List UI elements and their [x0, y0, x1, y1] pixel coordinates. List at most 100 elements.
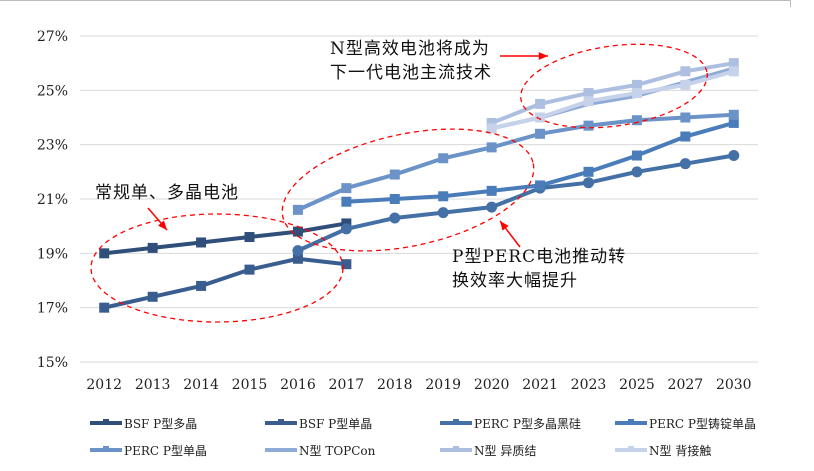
- legend-label: BSF P型多晶: [124, 417, 197, 431]
- data-point: [292, 226, 303, 237]
- data-point: [486, 201, 498, 213]
- data-point: [99, 302, 110, 313]
- data-point: [535, 128, 546, 139]
- data-point: [631, 79, 642, 90]
- legend-label: PERC P型铸锭单晶: [649, 416, 756, 431]
- legend-marker: [103, 419, 109, 425]
- data-point: [341, 259, 352, 270]
- data-point: [486, 117, 497, 128]
- legend-marker: [453, 446, 459, 452]
- data-point: [680, 112, 691, 123]
- data-point: [680, 79, 691, 90]
- x-tick-label: 2023: [571, 377, 607, 393]
- annotation-ellipse: [90, 213, 344, 323]
- y-tick-label: 19%: [37, 246, 68, 262]
- series-0: [99, 218, 352, 259]
- legend-label: PERC P型单晶: [124, 444, 207, 458]
- data-point: [244, 264, 255, 275]
- x-tick-label: 2014: [183, 377, 219, 393]
- annotation-text: N型高效电池将成为: [330, 39, 490, 59]
- annotation-ellipse: [281, 128, 535, 252]
- x-tick-label: 2027: [668, 377, 704, 393]
- data-point: [728, 117, 739, 128]
- series-line: [297, 112, 734, 212]
- legend-item: N型 背接触: [615, 443, 711, 458]
- legend-item: BSF P型多晶: [90, 417, 197, 431]
- series-1: [99, 253, 352, 313]
- legend-item: PERC P型单晶: [90, 444, 207, 458]
- data-point: [244, 232, 255, 243]
- y-tick-label: 17%: [37, 301, 68, 317]
- data-point: [437, 207, 449, 219]
- series-3: [341, 117, 739, 207]
- data-point: [631, 115, 642, 126]
- data-point: [728, 58, 739, 69]
- x-tick-label: 2013: [135, 377, 171, 393]
- annotation-text: 常规单、多晶电池: [95, 183, 239, 203]
- x-tick-label: 2021: [522, 377, 558, 393]
- x-tick-label: 2025: [619, 377, 655, 393]
- data-point: [728, 150, 740, 162]
- y-tick-label: 15%: [37, 355, 68, 371]
- data-point: [631, 166, 643, 178]
- x-tick-label: 2016: [280, 377, 316, 393]
- x-tick-label: 2019: [425, 377, 461, 393]
- series-2: [292, 150, 740, 257]
- data-point: [292, 253, 303, 264]
- data-point: [341, 183, 352, 194]
- data-point: [679, 158, 691, 170]
- x-tick-label: 2012: [86, 377, 122, 393]
- legend-marker: [278, 419, 284, 425]
- series-7: [486, 66, 739, 134]
- data-point: [583, 120, 594, 131]
- series-line: [297, 153, 735, 253]
- legend-label: PERC P型多晶黑硅: [474, 417, 581, 431]
- data-point: [292, 245, 304, 257]
- annotation-text: P型PERC电池推动转: [452, 247, 626, 267]
- arrowhead-icon: [538, 52, 548, 60]
- x-tick-label: 2018: [377, 377, 413, 393]
- data-point: [728, 66, 739, 77]
- data-point: [389, 169, 400, 180]
- data-point: [583, 166, 594, 177]
- data-point: [680, 131, 691, 142]
- annotation-text: 下一代电池主流技术: [330, 63, 492, 83]
- annotation-ellipse: [520, 43, 708, 129]
- y-tick-label: 27%: [37, 29, 68, 45]
- data-point: [486, 123, 497, 134]
- legend-item: PERC P型铸锭单晶: [615, 416, 756, 431]
- legend-label: N型 TOPCon: [299, 444, 376, 458]
- data-point: [292, 204, 303, 215]
- data-point: [535, 112, 546, 123]
- data-point: [583, 177, 594, 189]
- data-point: [728, 109, 739, 120]
- data-point: [99, 248, 110, 259]
- series-line: [103, 256, 347, 310]
- data-point: [147, 291, 158, 302]
- legend-label: BSF P型单晶: [299, 417, 372, 431]
- data-point: [486, 185, 497, 196]
- series-6: [486, 58, 739, 128]
- data-point: [340, 223, 352, 235]
- series-line: [491, 69, 735, 131]
- data-point: [486, 142, 497, 153]
- legend-item: N型 异质结: [440, 444, 536, 458]
- y-tick-label: 23%: [37, 138, 68, 154]
- legend-label: N型 异质结: [474, 444, 536, 458]
- data-point: [680, 66, 691, 77]
- x-tick-label: 2017: [329, 377, 365, 393]
- arrowhead-icon: [158, 220, 167, 230]
- data-point: [389, 194, 400, 204]
- data-point: [631, 150, 642, 161]
- frame-border: [0, 0, 791, 7]
- annotation-text: 换效率大幅提升: [452, 271, 578, 291]
- data-point: [196, 237, 207, 248]
- legend-marker: [103, 446, 109, 452]
- data-point: [389, 212, 401, 224]
- data-point: [438, 191, 449, 202]
- data-point: [535, 180, 546, 191]
- legend-marker: [453, 419, 459, 425]
- data-point: [341, 196, 352, 207]
- data-point: [583, 96, 594, 107]
